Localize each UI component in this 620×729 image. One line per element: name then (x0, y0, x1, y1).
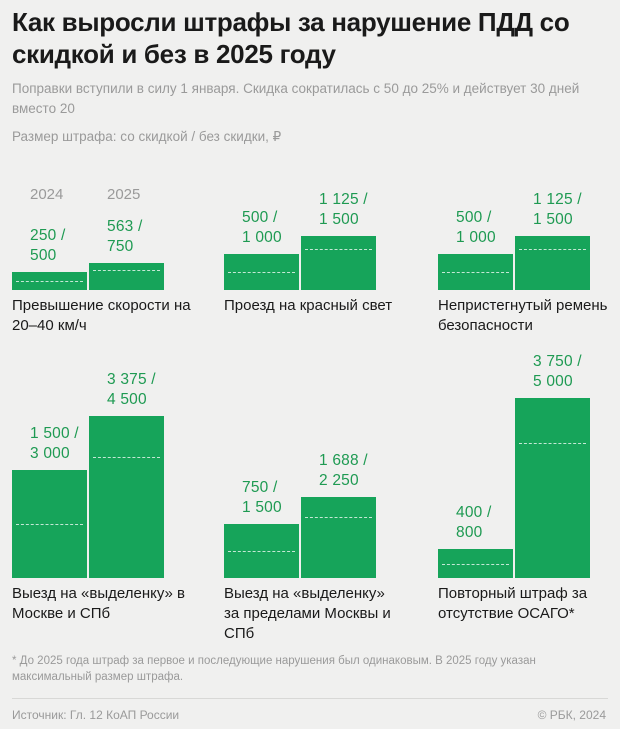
value-label-2025-1: 563 / 750 (107, 218, 143, 255)
discount-line-2024-1 (16, 281, 83, 282)
category-label-4: Выезд на «выделенку» в Москве и СПб (12, 585, 186, 622)
discount-line-2025-6 (519, 443, 586, 444)
value-label-2024-1: 250 / 500 (30, 227, 66, 264)
bar-2025-6 (515, 398, 590, 578)
subtitle: Поправки вступили в силу 1 января. Скидк… (12, 81, 580, 116)
value-label-2025-4: 3 375 / 4 500 (107, 371, 156, 408)
page-title: Как выросли штрафы за нарушение ПДД со с… (12, 7, 570, 69)
discount-line-2024-5 (228, 551, 295, 552)
value-label-2025-3: 1 125 / 1 500 (533, 191, 582, 228)
discount-line-2024-2 (228, 272, 295, 273)
bar-2025-1 (89, 263, 164, 290)
discount-line-2024-3 (442, 272, 509, 273)
copyright-label: © РБК, 2024 (537, 708, 606, 722)
divider (12, 698, 608, 699)
year-label-2025: 2025 (107, 186, 141, 203)
value-label-2024-5: 750 / 1 500 (242, 479, 282, 516)
category-label-3: Непристегнутый ремень безопасности (438, 297, 608, 334)
legend-caption: Размер штрафа: со скидкой / без скидки, … (12, 129, 282, 144)
category-label-2: Проезд на красный свет (224, 297, 393, 314)
discount-line-2025-2 (305, 249, 372, 250)
discount-line-2025-4 (93, 457, 160, 458)
value-label-2024-3: 500 / 1 000 (456, 209, 496, 246)
discount-line-2024-6 (442, 564, 509, 565)
category-label-1: Превышение скорости на 20–40 км/ч (12, 297, 191, 334)
discount-line-2025-3 (519, 249, 586, 250)
footnote: * До 2025 года штраф за первое и последу… (12, 655, 536, 683)
value-label-2024-2: 500 / 1 000 (242, 209, 282, 246)
category-label-5: Выезд на «выделенку» за пределами Москвы… (224, 585, 391, 642)
year-label-2024: 2024 (30, 186, 64, 203)
bar-2024-6 (438, 549, 513, 578)
discount-line-2025-5 (305, 517, 372, 518)
discount-line-2024-4 (16, 524, 83, 525)
bar-2025-4 (89, 416, 164, 578)
bar-2025-2 (301, 236, 376, 290)
value-label-2025-5: 1 688 / 2 250 (319, 452, 368, 489)
category-label-6: Повторный штраф за отсутствие ОСАГО* (438, 585, 588, 622)
bar-2025-3 (515, 236, 590, 290)
value-label-2025-2: 1 125 / 1 500 (319, 191, 368, 228)
value-label-2024-6: 400 / 800 (456, 504, 492, 541)
bar-2025-5 (301, 497, 376, 578)
value-label-2024-4: 1 500 / 3 000 (30, 425, 79, 462)
source-label: Источник: Гл. 12 КоАП России (12, 708, 180, 722)
discount-line-2025-1 (93, 270, 160, 271)
value-label-2025-6: 3 750 / 5 000 (533, 353, 582, 390)
